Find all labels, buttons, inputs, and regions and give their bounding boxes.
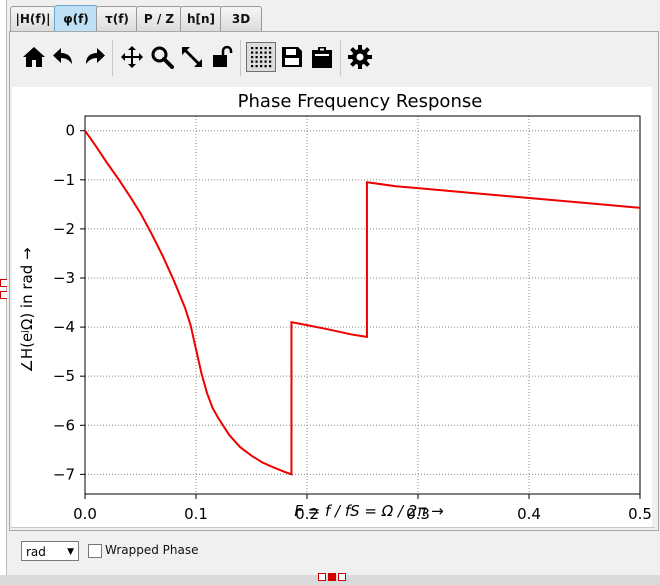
y-tick-label: −3 <box>53 269 75 287</box>
x-tick-label: 0.3 <box>406 505 430 523</box>
tab-group-delay[interactable]: τ(f) <box>96 6 138 31</box>
y-tick-label: −6 <box>53 416 75 434</box>
plot-toolbar <box>12 34 652 84</box>
chevron-down-icon: ▼ <box>67 547 74 557</box>
resize-handle-bottom-left[interactable] <box>318 573 326 581</box>
y-axis-label: ∠H(eʲΩ) in rad → <box>18 247 36 372</box>
redo-icon[interactable] <box>80 43 108 71</box>
tab-pole-zero[interactable]: P / Z <box>136 6 182 31</box>
axis-ticks: 0.0 0.1 0.2 0.3 0.4 0.5 0 −1 −2 −3 −4 −5 −6 −7 <box>53 122 652 523</box>
bottom-controls: rad ▼ Wrapped Phase <box>11 527 655 574</box>
y-tick-label: −1 <box>53 171 75 189</box>
phase-chart: Phase Frequency Response 0.0 0.1 0.2 0.3 0.4… <box>18 91 652 523</box>
x-tick-label: 0.5 <box>628 505 652 523</box>
resize-handle-bottom[interactable] <box>328 573 336 581</box>
y-tick-label: 0 <box>65 122 75 140</box>
toolbar-separator <box>340 40 341 76</box>
y-tick-label: −5 <box>53 367 75 385</box>
save-icon[interactable] <box>278 43 306 71</box>
unit-select[interactable]: rad ▼ <box>21 541 79 561</box>
phase-series-line <box>84 130 641 476</box>
toolbar-separator <box>240 40 241 76</box>
tab-magnitude[interactable]: |H(f)| <box>10 6 56 31</box>
x-tick-label: 0.4 <box>517 505 541 523</box>
toolbar-separator <box>112 40 113 76</box>
x-axis-label: F = f / fS = Ω / 2π → <box>294 502 443 520</box>
undo-icon[interactable] <box>50 43 78 71</box>
unit-select-value: rad <box>26 545 46 559</box>
y-tick-label: −4 <box>53 318 75 336</box>
x-tick-label: 0.1 <box>184 505 208 523</box>
x-tick-label: 0.2 <box>295 505 319 523</box>
wrapped-phase-label: Wrapped Phase <box>105 543 199 557</box>
zoom-icon[interactable] <box>148 43 176 71</box>
lock-icon[interactable] <box>208 43 236 71</box>
tab-panel: Phase Frequency Response 0.0 0.1 0.2 0.3 0.4… <box>9 31 659 531</box>
x-tick-label: 0.0 <box>73 505 97 523</box>
plot-frame <box>84 115 641 495</box>
resize-handle-bottom-right[interactable] <box>338 573 346 581</box>
wrapped-phase-checkbox[interactable] <box>88 544 102 558</box>
plot-canvas[interactable]: Phase Frequency Response 0.0 0.1 0.2 0.3 0.4… <box>12 87 652 527</box>
y-tick-label: −2 <box>53 220 75 238</box>
tab-3d[interactable]: 3D <box>220 6 262 31</box>
grid-lines <box>84 116 641 494</box>
y-tick-label: −7 <box>53 465 75 483</box>
autoscale-icon[interactable] <box>178 43 206 71</box>
chart-title: Phase Frequency Response <box>238 91 483 112</box>
home-icon[interactable] <box>20 43 48 71</box>
pan-icon[interactable] <box>118 43 146 71</box>
tab-impulse-response[interactable]: h[n] <box>180 6 222 31</box>
grid-icon[interactable] <box>246 42 276 72</box>
clipboard-icon[interactable] <box>308 43 336 71</box>
plot-window: |H(f)| φ(f) τ(f) P / Z h[n] 3D <box>7 0 659 575</box>
tab-phase[interactable]: φ(f) <box>54 5 98 32</box>
settings-icon[interactable] <box>346 43 374 71</box>
